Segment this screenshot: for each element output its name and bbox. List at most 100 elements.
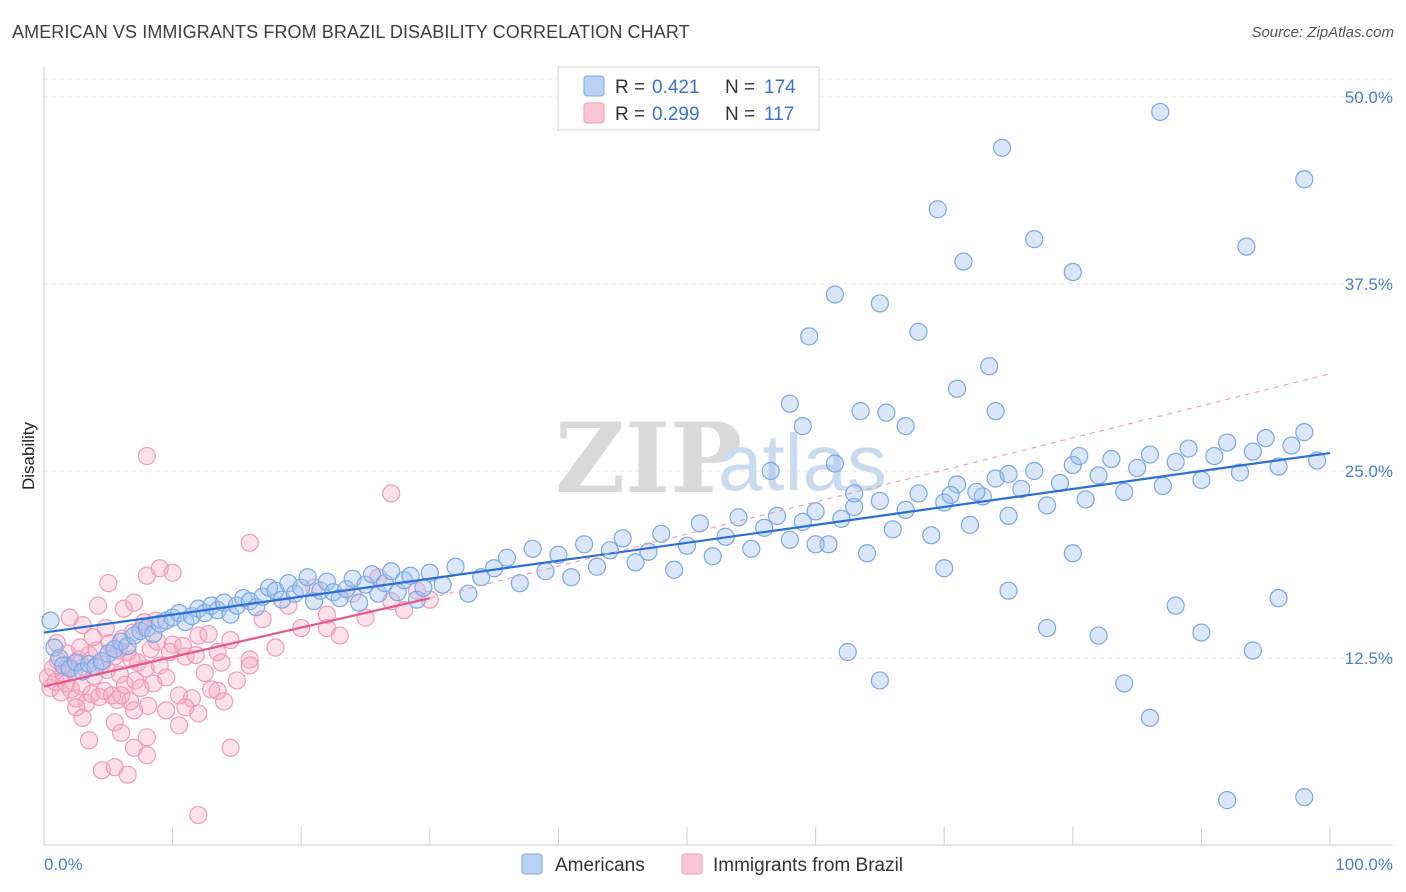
point-brazil (157, 701, 176, 720)
point-brazil (121, 692, 140, 711)
chart-title: AMERICAN VS IMMIGRANTS FROM BRAZIL DISAB… (12, 22, 690, 42)
point-americans (92, 651, 111, 671)
point-brazil (67, 698, 86, 717)
point-americans (1166, 596, 1185, 615)
trend-line-americans (43, 451, 1331, 634)
point-americans (575, 535, 594, 554)
point-americans (562, 568, 581, 587)
point-americans (1295, 170, 1314, 189)
point-brazil (137, 746, 156, 765)
point-americans (690, 514, 709, 533)
legend-n-brazil: 117 (764, 104, 794, 125)
point-brazil (157, 668, 176, 687)
point-americans (947, 379, 967, 398)
point-americans (1218, 433, 1237, 452)
point-americans (767, 506, 787, 525)
point-americans (665, 560, 684, 579)
point-americans (1025, 461, 1044, 481)
point-americans (909, 484, 928, 503)
trend-line-brazil-extension (429, 373, 1331, 599)
legend-n-label-1: N = (725, 77, 755, 98)
point-americans (1115, 674, 1134, 693)
point-americans (941, 485, 960, 505)
point-brazil (202, 680, 221, 699)
point-americans (870, 294, 890, 313)
gridlines (44, 78, 1393, 659)
point-americans (1063, 544, 1082, 563)
point-americans (935, 559, 954, 578)
point-americans (793, 417, 812, 436)
point-americans (870, 671, 890, 690)
bottom-legend-swatch-americans (521, 853, 543, 875)
point-americans (896, 417, 915, 436)
point-americans (1243, 641, 1262, 660)
legend-r-brazil: 0.299 (652, 104, 700, 125)
point-americans (960, 515, 980, 534)
point-americans (1205, 446, 1224, 466)
bottom-legend-swatch-brazil (681, 853, 703, 875)
point-brazil (137, 446, 156, 466)
point-americans (510, 574, 529, 593)
point-americans (851, 402, 870, 421)
point-americans (349, 593, 369, 612)
y-axis-label: Disability (19, 421, 38, 490)
point-americans (947, 475, 967, 494)
point-brazil (317, 618, 337, 638)
point-brazil (195, 663, 214, 683)
point-brazil (112, 686, 131, 705)
point-americans (1218, 791, 1237, 810)
point-brazil (73, 708, 92, 727)
point-americans (1237, 237, 1256, 256)
point-americans (780, 530, 799, 549)
point-americans (999, 464, 1018, 484)
point-americans (1192, 623, 1211, 642)
point-brazil (79, 731, 99, 750)
point-americans (613, 529, 632, 548)
point-brazil (189, 704, 208, 723)
watermark-atlas: atlas (718, 418, 887, 507)
point-americans (446, 557, 465, 576)
x-tick-label-max: 100.0% (1335, 855, 1393, 874)
point-brazil (182, 689, 201, 708)
point-americans (1025, 230, 1044, 249)
point-brazil (118, 765, 137, 784)
point-brazil (83, 627, 102, 647)
point-americans (1282, 436, 1301, 455)
point-americans (845, 497, 864, 517)
point-americans (639, 542, 658, 561)
point-americans (857, 544, 877, 563)
point-americans (1012, 479, 1031, 499)
point-brazil (141, 639, 160, 659)
point-americans (845, 484, 864, 503)
point-americans (909, 322, 928, 341)
point-americans (298, 568, 317, 587)
point-americans (761, 461, 780, 481)
point-americans (1269, 457, 1288, 476)
trend-lines (43, 373, 1331, 688)
point-americans (986, 402, 1005, 421)
point-brazil (199, 624, 218, 644)
trend-line-brazil (43, 597, 431, 688)
point-americans (1151, 102, 1170, 122)
x-tick-label-min: 0.0% (44, 855, 83, 874)
point-americans (819, 535, 838, 554)
point-americans (1179, 439, 1198, 458)
point-americans (896, 500, 915, 519)
point-americans (999, 581, 1018, 600)
point-americans (1115, 482, 1134, 502)
point-brazil (137, 728, 156, 747)
point-americans (1153, 476, 1172, 496)
point-americans (967, 482, 986, 502)
point-americans (317, 572, 337, 591)
point-brazil (227, 671, 246, 690)
point-americans (928, 200, 947, 219)
point-americans (1102, 449, 1121, 469)
point-brazil (122, 650, 141, 669)
point-americans (45, 638, 64, 657)
point-americans (1243, 442, 1262, 461)
legend-r-label-2: R = (615, 104, 645, 125)
point-brazil (221, 738, 240, 757)
point-brazil (266, 638, 285, 657)
point-brazil (317, 605, 337, 624)
point-brazil (112, 723, 131, 742)
